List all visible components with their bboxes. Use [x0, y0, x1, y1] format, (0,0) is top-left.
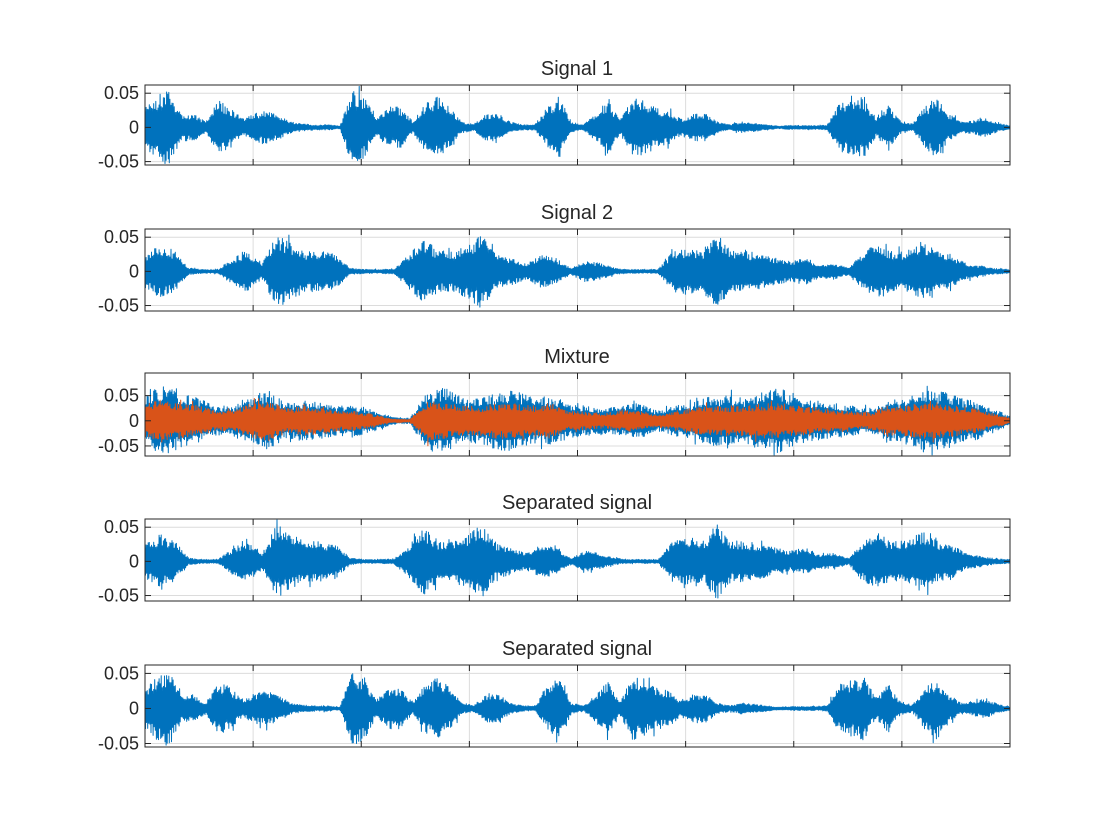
y-tick-label: 0 [129, 411, 139, 431]
y-tick-label: -0.05 [98, 296, 139, 316]
subplot-separated-signal-2: Separated signal -0.05 0 0.05 [98, 638, 1011, 753]
y-tick-label: 0.05 [104, 517, 139, 537]
y-tick-label: -0.05 [98, 733, 139, 753]
subplot-signal-2: Signal 2 -0.05 0 0.05 [98, 202, 1011, 316]
plot-title: Mixture [544, 346, 610, 368]
y-tick-label: 0 [129, 261, 139, 281]
waveform-series-1 [144, 85, 1011, 164]
y-tick-label: 0.05 [104, 386, 139, 406]
y-tick-label: 0 [129, 117, 139, 137]
plot-title: Separated signal [502, 638, 652, 660]
y-tick-label: -0.05 [98, 586, 139, 606]
plot-title: Separated signal [502, 492, 652, 514]
subplot-signal-1: Signal 1 -0.05 0 0.05 [98, 58, 1011, 172]
waveform-series-1 [144, 234, 1011, 308]
waveform-series-2 [144, 398, 1011, 447]
subplot-mixture: Mixture -0.05 0 0.05 [98, 346, 1011, 457]
y-tick-label: 0.05 [104, 663, 139, 683]
y-tick-label: 0 [129, 551, 139, 571]
y-tick-label: 0 [129, 698, 139, 718]
plot-title: Signal 2 [541, 202, 613, 224]
subplot-separated-signal-1: Separated signal -0.05 0 0.05 [98, 492, 1011, 606]
y-tick-label: 0.05 [104, 83, 139, 103]
waveform-series-1 [144, 519, 1011, 599]
y-tick-label: 0.05 [104, 227, 139, 247]
waveform-series-1 [144, 673, 1011, 746]
plot-title: Signal 1 [541, 58, 613, 80]
y-tick-label: -0.05 [98, 436, 139, 456]
y-tick-label: -0.05 [98, 152, 139, 172]
